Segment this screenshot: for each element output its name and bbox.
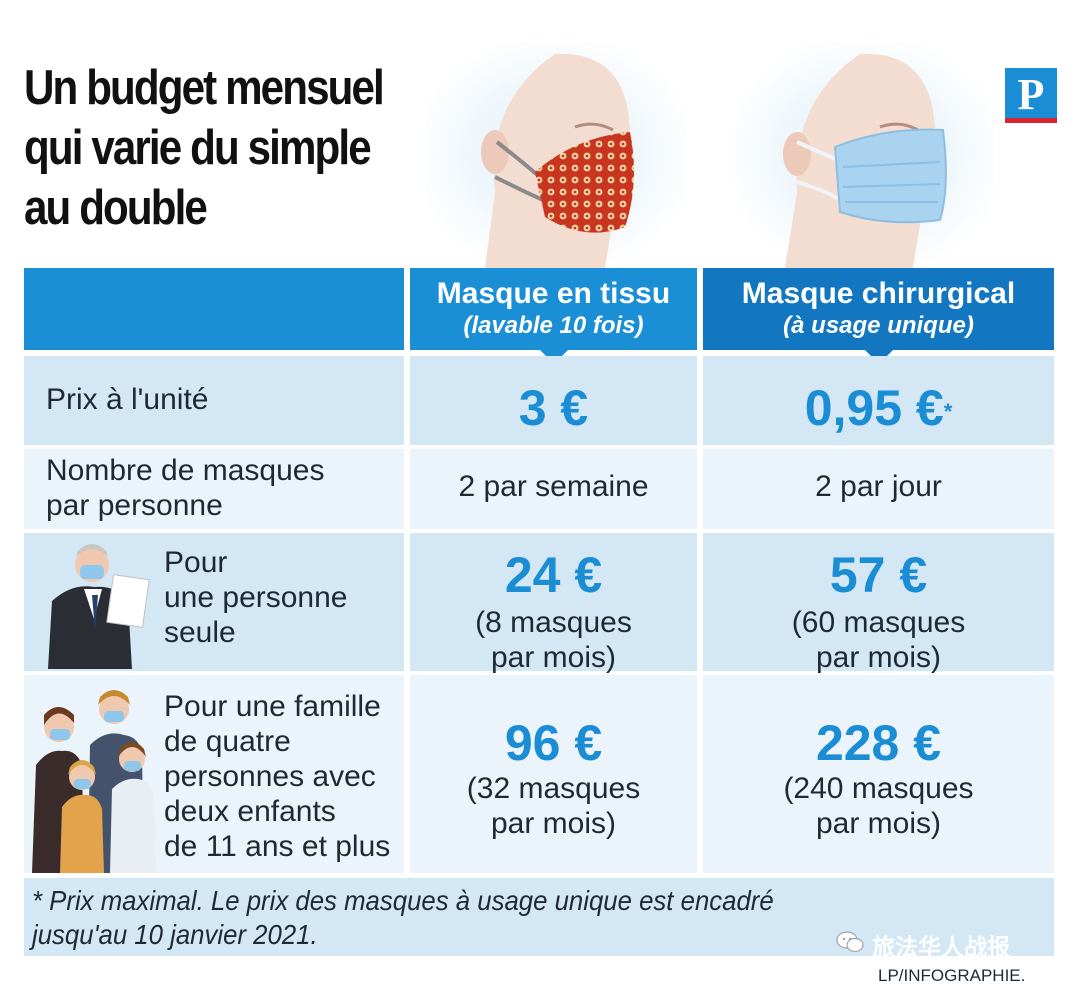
value-label: 228 €	[815, 715, 942, 771]
page-title: Un budget mensuel qui varie du simple au…	[24, 58, 385, 238]
row-label-line: deux enfants	[164, 795, 336, 828]
detail-line: par mois)	[815, 807, 942, 840]
table-cell: 96 € (32 masques par mois)	[410, 675, 697, 873]
row-label-line: par personne	[46, 489, 223, 522]
column-title: Masque chirurgical	[741, 277, 1016, 310]
row-label-cell: Prix à l'unité	[24, 356, 404, 445]
table-cell: 24 € (8 masques par mois)	[410, 533, 697, 674]
column-title: Masque en tissu	[436, 277, 671, 310]
person-illustration	[48, 544, 150, 669]
row-label-line: Pour une famille	[164, 690, 381, 723]
value-label: 96 €	[504, 715, 603, 771]
header-surgical-mask: Masque chirurgical (à usage unique)	[703, 268, 1054, 364]
title-line-1: Un budget mensuel	[24, 61, 385, 115]
row-label-cell: Pour une famille de quatre personnes ave…	[24, 675, 404, 873]
row-label-cell: Nombre de masques par personne	[24, 449, 404, 529]
value-label: 57 €	[829, 547, 928, 603]
row-label-cell: Pour une personne seule	[24, 533, 404, 671]
detail-label: (240 masques par mois)	[703, 771, 1054, 841]
row-label: Nombre de masques par personne	[46, 453, 324, 523]
row-label-line: seule	[164, 616, 236, 649]
detail-label: (8 masques par mois)	[410, 605, 697, 675]
row-label-line: Pour	[164, 546, 228, 579]
row-label-line: de 11 ans et plus	[164, 830, 391, 863]
footnote-line: jusqu'au 10 janvier 2021.	[32, 919, 318, 950]
surgical-mask-face-illustration	[735, 42, 995, 268]
table-cell: 0,95 €*	[703, 356, 1054, 445]
detail-line: (240 masques	[783, 772, 974, 805]
logo-underline	[1005, 118, 1057, 123]
row-label: Prix à l'unité	[46, 383, 209, 416]
value-text: 0,95 €	[804, 380, 944, 436]
detail-line: par mois)	[490, 641, 617, 674]
detail-line: (60 masques	[791, 606, 966, 639]
detail-line: par mois)	[490, 807, 617, 840]
footnote-marker: *	[943, 399, 953, 424]
header-cloth-mask: Masque en tissu (lavable 10 fois)	[410, 268, 697, 364]
detail-label: (32 masques par mois)	[410, 771, 697, 841]
table-cell: 57 € (60 masques par mois)	[703, 533, 1054, 674]
header-blank-cell	[24, 268, 404, 350]
row-label: Pour une famille de quatre personnes ave…	[164, 689, 390, 864]
table-cell: 3 €	[410, 356, 697, 445]
row-label-line: Nombre de masques	[46, 454, 325, 487]
detail-line: par mois)	[815, 641, 942, 674]
title-line-3: au double	[24, 181, 208, 235]
title-line-2: qui varie du simple	[24, 121, 372, 175]
value-label: 2 par semaine	[458, 470, 649, 503]
footnote-text: * Prix maximal. Le prix des masques à us…	[32, 884, 786, 952]
detail-line: (32 masques	[466, 772, 641, 805]
row-label-line: de quatre	[164, 725, 291, 758]
table-cell: 228 € (240 masques par mois)	[703, 675, 1054, 873]
wechat-icon	[836, 931, 864, 953]
table-cell: 2 par jour	[703, 449, 1054, 529]
value-label: 2 par jour	[815, 470, 942, 503]
column-subtitle: (à usage unique)	[783, 312, 974, 339]
value-label: 3 €	[518, 380, 589, 436]
newspaper-logo: P	[1005, 68, 1057, 123]
row-label: Pour une personne seule	[164, 545, 348, 650]
value-label: 24 €	[504, 547, 603, 603]
family-illustration	[32, 690, 156, 873]
detail-label: (60 masques par mois)	[703, 605, 1054, 675]
footnote-box: * Prix maximal. Le prix des masques à us…	[24, 878, 1054, 956]
watermark-text: 旅法华人战报	[872, 934, 1010, 960]
table-cell: 2 par semaine	[410, 449, 697, 529]
credit-text: LP/INFOGRAPHIE.	[878, 966, 1026, 985]
cloth-mask-face-illustration	[425, 42, 685, 268]
value-label: 0,95 €*	[703, 380, 1054, 436]
footnote-line: * Prix maximal. Le prix des masques à us…	[32, 885, 774, 916]
column-subtitle: (lavable 10 fois)	[463, 312, 644, 339]
row-label-line: une personne	[164, 581, 348, 614]
row-label-line: personnes avec	[164, 760, 376, 793]
detail-line: (8 masques	[475, 606, 632, 639]
